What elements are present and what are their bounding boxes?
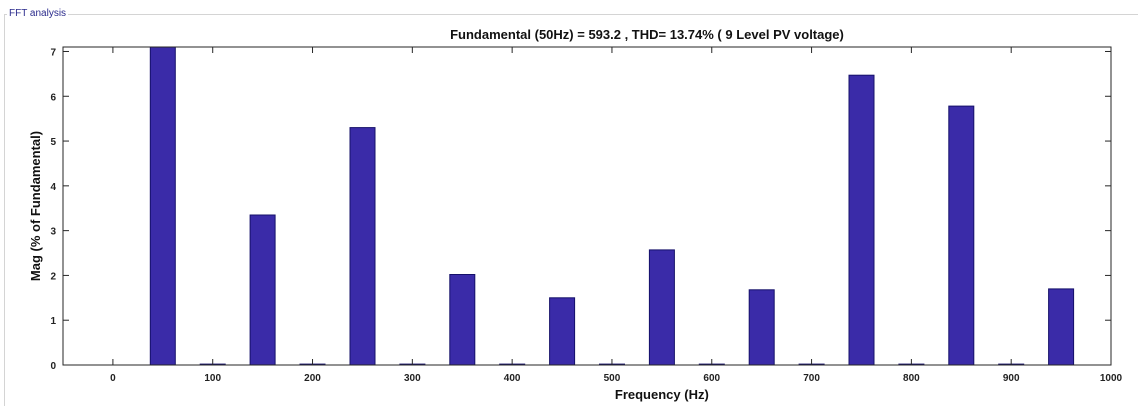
y-axis-label: Mag (% of Fundamental)	[28, 131, 43, 281]
x-tick-label: 0	[110, 373, 116, 384]
plot-frame	[62, 46, 1112, 366]
bar	[848, 74, 875, 366]
x-tick-label: 800	[903, 373, 920, 384]
chart-title: Fundamental (50Hz) = 593.2 , THD= 13.74%…	[450, 27, 844, 42]
y-tick-label: 6	[50, 92, 56, 103]
y-tick-label: 0	[50, 361, 56, 372]
y-tick-label: 4	[50, 182, 56, 193]
panel-frame	[4, 14, 1138, 406]
x-tick-label: 900	[1003, 373, 1020, 384]
x-tick-label: 200	[304, 373, 321, 384]
y-tick-label: 7	[50, 47, 56, 58]
y-tick-label: 5	[50, 137, 56, 148]
bar	[748, 289, 775, 366]
bar	[149, 46, 176, 366]
x-tick-label: 500	[604, 373, 621, 384]
bar	[449, 274, 476, 366]
y-tick-label: 3	[50, 227, 56, 238]
x-tick-label: 600	[703, 373, 720, 384]
x-tick-label: 700	[803, 373, 820, 384]
bar	[648, 249, 675, 366]
y-tick-label: 2	[50, 271, 56, 282]
plot-area	[63, 47, 1111, 365]
x-tick-label: 300	[404, 373, 421, 384]
bar	[249, 214, 276, 366]
bar	[549, 297, 576, 366]
x-tick-label: 1000	[1100, 373, 1123, 384]
bar	[948, 105, 975, 366]
bar	[1048, 288, 1075, 366]
x-axis-label: Frequency (Hz)	[615, 387, 709, 402]
bar	[349, 127, 376, 366]
panel-title: FFT analysis	[7, 7, 69, 20]
y-tick-label: 1	[50, 316, 56, 327]
x-tick-label: 400	[504, 373, 521, 384]
x-tick-label: 100	[204, 373, 221, 384]
